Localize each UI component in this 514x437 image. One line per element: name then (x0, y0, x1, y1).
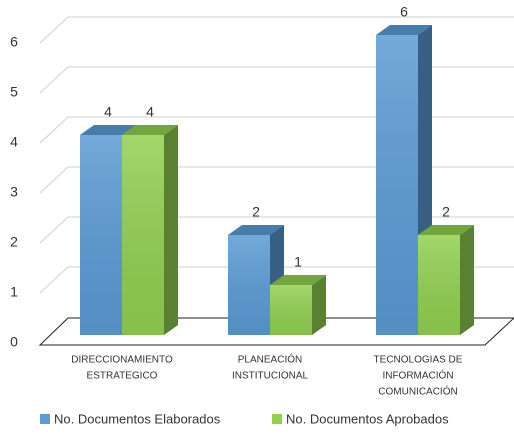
bar-top-shade (418, 225, 474, 235)
bar-front-shade (80, 135, 122, 335)
bar-top-shade (376, 25, 432, 35)
grid-line (39, 266, 514, 294)
grid-line (39, 116, 514, 144)
bar-front-shade (122, 135, 164, 335)
x-tick-label: INSTITUCIONAL (232, 371, 309, 382)
legend-label: No. Documentos Elaborados (54, 411, 221, 426)
value-label: 2 (442, 204, 450, 220)
bar-top (418, 225, 474, 235)
bar-side (164, 125, 178, 335)
bar (376, 25, 432, 335)
legend-swatch (272, 414, 282, 424)
bar-side-shade (312, 275, 326, 335)
legend-label: No. Documentos Aprobados (286, 411, 449, 426)
y-tick-label: 3 (10, 184, 18, 200)
bar-top (376, 25, 432, 35)
bar (270, 275, 326, 335)
x-tick-label: DIRECCIONAMIENTO (71, 355, 173, 366)
x-tick-label: TECNOLOGIAS DE (374, 355, 463, 366)
y-tick-label: 4 (10, 134, 18, 150)
value-label: 4 (146, 104, 154, 120)
bar-front-shade (418, 235, 460, 335)
bar-side (312, 275, 326, 335)
x-tick-label: INFORMACIÓN (382, 369, 453, 382)
bar-top (270, 275, 326, 285)
bar-side-shade (460, 225, 474, 335)
value-label: 6 (400, 4, 408, 20)
value-label: 2 (252, 204, 260, 220)
bar-front-shade (228, 235, 270, 335)
bar (418, 225, 474, 335)
grid-line (39, 216, 514, 244)
x-tick-label: ESTRATEGICO (87, 371, 158, 382)
value-label: 1 (294, 254, 302, 270)
bar-top (228, 225, 284, 235)
bar (122, 125, 178, 335)
bar-side (460, 225, 474, 335)
bar-top-shade (228, 225, 284, 235)
y-tick-label: 0 (10, 334, 18, 350)
bar-top (122, 125, 178, 135)
x-tick-label: COMUNICACIÓN (378, 385, 457, 398)
y-tick-label: 2 (10, 234, 18, 250)
bar-side-shade (164, 125, 178, 335)
y-tick-label: 1 (10, 284, 18, 300)
grid-line (39, 66, 514, 94)
x-tick-label: PLANEACIÓN (238, 353, 302, 366)
legend-swatch (40, 414, 50, 424)
bar-front-shade (270, 285, 312, 335)
bar-front-shade (376, 35, 418, 335)
bar-top (80, 125, 136, 135)
y-tick-label: 6 (10, 34, 18, 50)
y-tick-label: 5 (10, 84, 18, 100)
bar-top-shade (80, 125, 136, 135)
grid-line (39, 16, 514, 44)
grid-line (39, 166, 514, 194)
floor (38, 317, 514, 346)
bar-top-shade (122, 125, 178, 135)
value-label: 4 (104, 104, 112, 120)
bar-top-shade (270, 275, 326, 285)
